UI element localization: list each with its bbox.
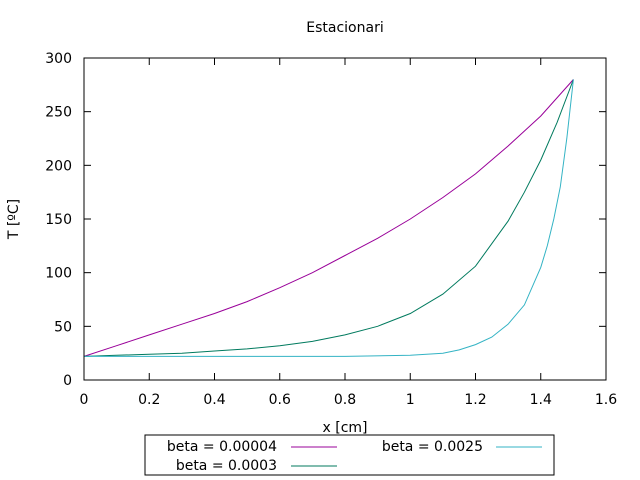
x-tick-label: 0	[80, 392, 89, 408]
y-tick-label: 100	[45, 266, 72, 282]
y-tick-label: 300	[45, 51, 72, 67]
legend-label-3: beta = 0.0025	[382, 439, 483, 455]
x-tick-label: 0.6	[269, 392, 291, 408]
x-tick-label: 1.2	[464, 392, 486, 408]
series-line-3	[84, 79, 574, 357]
x-tick-label: 1	[406, 392, 415, 408]
plot-frame	[83, 57, 607, 381]
y-tick-label: 50	[54, 319, 72, 335]
x-tick-label: 0.8	[334, 392, 356, 408]
axis-ticks: 0 0.2 0.4 0.6 0.8 1 1.2 1.4 1.6 0 50 100 150 200 250 30…	[45, 51, 617, 408]
plot-series	[83, 79, 574, 357]
legend-label-1: beta = 0.00004	[167, 439, 277, 455]
series-line-2	[83, 79, 574, 357]
y-axis-label: T [ºC]	[6, 199, 22, 240]
x-tick-label: 0.4	[203, 392, 225, 408]
x-tick-label: 1.4	[530, 392, 552, 408]
x-tick-label: 0.2	[138, 392, 160, 408]
y-tick-label: 250	[45, 105, 72, 121]
legend-box	[144, 434, 555, 476]
y-tick-label: 0	[63, 373, 72, 389]
x-tick-label: 1.6	[595, 392, 617, 408]
y-tick-label: 200	[45, 158, 72, 174]
legend: beta = 0.00004 beta = 0.0003 beta = 0.0025	[144, 434, 555, 476]
chart-title: Estacionari	[306, 20, 383, 36]
legend-label-2: beta = 0.0003	[176, 458, 277, 474]
series-line-1	[83, 79, 574, 357]
y-tick-label: 150	[45, 212, 72, 228]
x-axis-label: x [cm]	[323, 420, 368, 436]
